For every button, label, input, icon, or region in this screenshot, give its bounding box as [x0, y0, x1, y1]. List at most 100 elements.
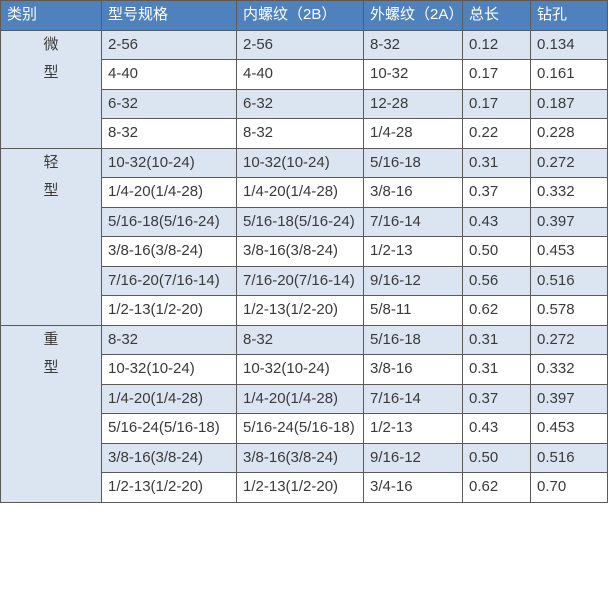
length-cell: 0.43: [462, 206, 531, 237]
length-cell: 0.62: [462, 472, 531, 503]
model-cell: 1/2-13(1/2-20): [101, 295, 237, 326]
drill-cell: 0.134: [530, 29, 608, 60]
category-label: 型: [43, 359, 59, 376]
model-cell: 8-32: [101, 118, 237, 149]
length-cell: 0.50: [462, 236, 531, 267]
drill-cell: 0.516: [530, 442, 608, 473]
category-label: 型: [43, 182, 59, 199]
length-cell: 0.31: [462, 324, 531, 355]
table-row: 5/16-24(5/16-18) 5/16-24(5/16-18) 1/2-13 0.…: [1, 413, 608, 444]
external-thread-cell: 1/2-13: [363, 413, 463, 444]
external-thread-cell: 1/2-13: [363, 236, 463, 267]
length-cell: 0.37: [462, 177, 531, 208]
category-cell: 轻型: [0, 147, 102, 326]
drill-cell: 0.516: [530, 265, 608, 296]
model-cell: 10-32(10-24): [101, 147, 237, 178]
external-thread-cell: 7/16-14: [363, 206, 463, 237]
drill-cell: 0.70: [530, 472, 608, 503]
model-cell: 4-40: [101, 59, 237, 90]
header-row: 类别 型号规格 内螺纹（2B） 外螺纹（2A） 总长 钻孔: [0, 0, 608, 31]
internal-thread-cell: 1/2-13(1/2-20): [236, 295, 364, 326]
length-cell: 0.62: [462, 295, 531, 326]
length-cell: 0.22: [462, 118, 531, 149]
header-category: 类别: [0, 0, 102, 31]
drill-cell: 0.332: [530, 354, 608, 385]
length-cell: 0.31: [462, 147, 531, 178]
external-thread-cell: 7/16-14: [363, 383, 463, 414]
length-cell: 0.56: [462, 265, 531, 296]
internal-thread-cell: 5/16-24(5/16-18): [236, 413, 364, 444]
table-row: 5/16-18(5/16-24) 5/16-18(5/16-24) 7/16-14 0…: [1, 206, 608, 237]
table-row: 4-40 4-40 10-32 0.17 0.161: [1, 59, 608, 90]
internal-thread-cell: 7/16-20(7/16-14): [236, 265, 364, 296]
table-row: 3/8-16(3/8-24) 3/8-16(3/8-24) 9/16-12 0.50 0…: [1, 442, 608, 473]
external-thread-cell: 9/16-12: [363, 265, 463, 296]
model-cell: 3/8-16(3/8-24): [101, 442, 237, 473]
internal-thread-cell: 10-32(10-24): [236, 147, 364, 178]
thread-spec-table: 类别 型号规格 内螺纹（2B） 外螺纹（2A） 总长 钻孔 微型 2-56 2-56…: [0, 0, 608, 503]
model-cell: 1/4-20(1/4-28): [101, 177, 237, 208]
drill-cell: 0.161: [530, 59, 608, 90]
drill-cell: 0.397: [530, 383, 608, 414]
external-thread-cell: 9/16-12: [363, 442, 463, 473]
length-cell: 0.43: [462, 413, 531, 444]
internal-thread-cell: 3/8-16(3/8-24): [236, 236, 364, 267]
category-cell: 重型: [0, 324, 102, 503]
external-thread-cell: 5/8-11: [363, 295, 463, 326]
model-cell: 10-32(10-24): [101, 354, 237, 385]
drill-cell: 0.453: [530, 236, 608, 267]
internal-thread-cell: 4-40: [236, 59, 364, 90]
external-thread-cell: 8-32: [363, 29, 463, 60]
internal-thread-cell: 10-32(10-24): [236, 354, 364, 385]
internal-thread-cell: 1/4-20(1/4-28): [236, 177, 364, 208]
drill-cell: 0.397: [530, 206, 608, 237]
drill-cell: 0.332: [530, 177, 608, 208]
length-cell: 0.37: [462, 383, 531, 414]
header-model: 型号规格: [101, 0, 237, 31]
internal-thread-cell: 1/2-13(1/2-20): [236, 472, 364, 503]
drill-cell: 0.453: [530, 413, 608, 444]
internal-thread-cell: 1/4-20(1/4-28): [236, 383, 364, 414]
category-label: 型: [43, 64, 59, 81]
header-drill: 钻孔: [530, 0, 608, 31]
length-cell: 0.50: [462, 442, 531, 473]
drill-cell: 0.272: [530, 324, 608, 355]
external-thread-cell: 1/4-28: [363, 118, 463, 149]
external-thread-cell: 3/8-16: [363, 354, 463, 385]
drill-cell: 0.578: [530, 295, 608, 326]
model-cell: 2-56: [101, 29, 237, 60]
model-cell: 5/16-18(5/16-24): [101, 206, 237, 237]
internal-thread-cell: 8-32: [236, 324, 364, 355]
internal-thread-cell: 3/8-16(3/8-24): [236, 442, 364, 473]
drill-cell: 0.272: [530, 147, 608, 178]
table-body: 微型 2-56 2-56 8-32 0.12 0.134 4-40 4-40 10-32 0.17…: [0, 29, 608, 503]
model-cell: 7/16-20(7/16-14): [101, 265, 237, 296]
external-thread-cell: 5/16-18: [363, 324, 463, 355]
table-row: 重型 8-32 8-32 5/16-18 0.31 0.272: [0, 324, 608, 503]
drill-cell: 0.228: [530, 118, 608, 149]
length-cell: 0.31: [462, 354, 531, 385]
internal-thread-cell: 8-32: [236, 118, 364, 149]
model-cell: 5/16-24(5/16-18): [101, 413, 237, 444]
internal-thread-cell: 6-32: [236, 88, 364, 119]
length-cell: 0.12: [462, 29, 531, 60]
model-cell: 6-32: [101, 88, 237, 119]
model-cell: 1/4-20(1/4-28): [101, 383, 237, 414]
header-external-thread: 外螺纹（2A）: [363, 0, 463, 31]
external-thread-cell: 3/8-16: [363, 177, 463, 208]
model-cell: 8-32: [101, 324, 237, 355]
table-row: 7/16-20(7/16-14) 7/16-20(7/16-14) 9/16-12 0…: [1, 265, 608, 296]
header-internal-thread: 内螺纹（2B）: [236, 0, 364, 31]
category-label: 微: [43, 35, 59, 53]
category-label: 重: [43, 330, 59, 348]
table-row: 轻型 10-32(10-24) 10-32(10-24) 5/16-18 0.31 0.2…: [0, 147, 608, 326]
table-row: 1/2-13(1/2-20) 1/2-13(1/2-20) 3/4-16 0.62 0.…: [1, 472, 608, 503]
external-thread-cell: 12-28: [363, 88, 463, 119]
table-row: 6-32 6-32 12-28 0.17 0.187: [1, 88, 608, 119]
header-length: 总长: [462, 0, 531, 31]
external-thread-cell: 5/16-18: [363, 147, 463, 178]
table-row: 10-32(10-24) 10-32(10-24) 3/8-16 0.31 0.332: [1, 354, 608, 385]
length-cell: 0.17: [462, 59, 531, 90]
table-row: 1/4-20(1/4-28) 1/4-20(1/4-28) 3/8-16 0.37 0.…: [1, 177, 608, 208]
length-cell: 0.17: [462, 88, 531, 119]
